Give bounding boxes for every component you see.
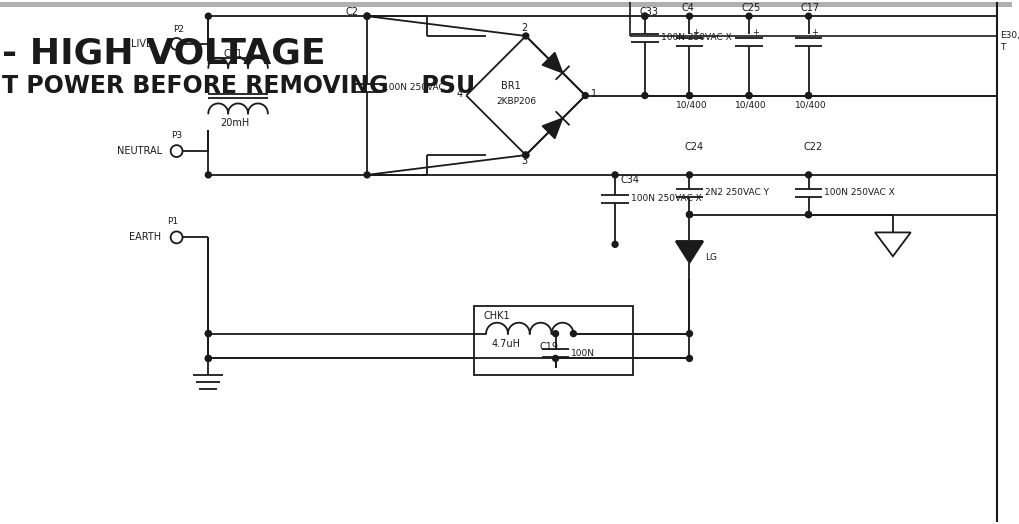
Circle shape — [205, 13, 211, 19]
Text: +: + — [692, 28, 699, 37]
Text: 100N 250VAC X: 100N 250VAC X — [382, 83, 453, 92]
Text: - HIGH VOLTAGE: - HIGH VOLTAGE — [2, 37, 325, 71]
Text: 2N2 250VAC Y: 2N2 250VAC Y — [705, 188, 768, 197]
Circle shape — [641, 13, 647, 19]
Circle shape — [686, 93, 692, 99]
Text: 10/400: 10/400 — [794, 101, 825, 110]
Text: CHK1: CHK1 — [483, 311, 510, 321]
Text: BR1: BR1 — [500, 81, 521, 91]
Circle shape — [805, 172, 811, 178]
Text: LG: LG — [705, 253, 716, 261]
Circle shape — [745, 93, 751, 99]
Text: E30,: E30, — [999, 31, 1019, 40]
Text: P1: P1 — [166, 217, 177, 226]
Circle shape — [523, 33, 528, 39]
Text: 4.7uH: 4.7uH — [490, 339, 520, 348]
Text: C24: C24 — [684, 142, 703, 152]
Circle shape — [364, 13, 370, 19]
Circle shape — [364, 172, 370, 178]
Text: 100N 250VAC X: 100N 250VAC X — [660, 34, 731, 42]
Text: 100N 250VAC X: 100N 250VAC X — [823, 188, 895, 197]
Circle shape — [205, 331, 211, 336]
Text: C17: C17 — [800, 3, 819, 13]
Text: 20mH: 20mH — [220, 118, 250, 128]
Text: 100N: 100N — [571, 349, 595, 358]
Text: C25: C25 — [741, 3, 759, 13]
Circle shape — [805, 212, 811, 217]
Circle shape — [611, 172, 618, 178]
Polygon shape — [542, 118, 562, 139]
Text: 2: 2 — [521, 23, 527, 33]
Text: P3: P3 — [170, 130, 181, 140]
Text: T: T — [999, 43, 1005, 52]
Circle shape — [523, 152, 528, 158]
Text: 100N 250VAC X: 100N 250VAC X — [631, 194, 701, 203]
Text: 3: 3 — [521, 156, 527, 166]
Circle shape — [686, 355, 692, 362]
Circle shape — [686, 93, 692, 99]
Circle shape — [205, 355, 211, 362]
Polygon shape — [542, 52, 562, 73]
Text: P2: P2 — [173, 25, 184, 34]
Circle shape — [686, 172, 692, 178]
Circle shape — [205, 355, 211, 362]
Text: C4: C4 — [681, 3, 694, 13]
Text: 2KBP206: 2KBP206 — [495, 97, 536, 106]
Circle shape — [686, 212, 692, 217]
Text: 1: 1 — [591, 89, 597, 99]
Text: C2: C2 — [344, 7, 358, 17]
Circle shape — [570, 331, 576, 336]
Circle shape — [364, 13, 370, 19]
Circle shape — [686, 212, 692, 217]
Circle shape — [805, 212, 811, 217]
Circle shape — [611, 242, 618, 247]
Text: CK1: CK1 — [223, 49, 243, 59]
Polygon shape — [675, 242, 703, 263]
Circle shape — [686, 331, 692, 336]
Circle shape — [745, 93, 751, 99]
Circle shape — [523, 152, 528, 158]
Circle shape — [641, 13, 647, 19]
Circle shape — [552, 331, 558, 336]
Circle shape — [205, 331, 211, 336]
Circle shape — [205, 172, 211, 178]
Bar — [474, 306, 633, 375]
Circle shape — [641, 93, 647, 99]
Text: 4: 4 — [455, 89, 462, 99]
Text: +: + — [811, 28, 817, 37]
Circle shape — [686, 13, 692, 19]
Text: EARTH: EARTH — [128, 232, 161, 243]
Circle shape — [364, 13, 370, 19]
Circle shape — [745, 13, 751, 19]
Text: C22: C22 — [803, 142, 822, 152]
Text: C19: C19 — [539, 342, 558, 352]
Text: T POWER BEFORE REMOVING    PSU: T POWER BEFORE REMOVING PSU — [2, 73, 475, 97]
Bar — [0, 2, 1011, 7]
Circle shape — [805, 93, 811, 99]
Text: C34: C34 — [620, 175, 639, 185]
Text: NEUTRAL: NEUTRAL — [117, 146, 162, 156]
Circle shape — [805, 13, 811, 19]
Text: 10/400: 10/400 — [675, 101, 706, 110]
Text: 10/400: 10/400 — [735, 101, 766, 110]
Text: +: + — [751, 28, 758, 37]
Circle shape — [552, 355, 558, 362]
Text: LIVE: LIVE — [130, 39, 152, 49]
Text: C33: C33 — [639, 7, 658, 17]
Circle shape — [805, 93, 811, 99]
Circle shape — [582, 93, 588, 99]
